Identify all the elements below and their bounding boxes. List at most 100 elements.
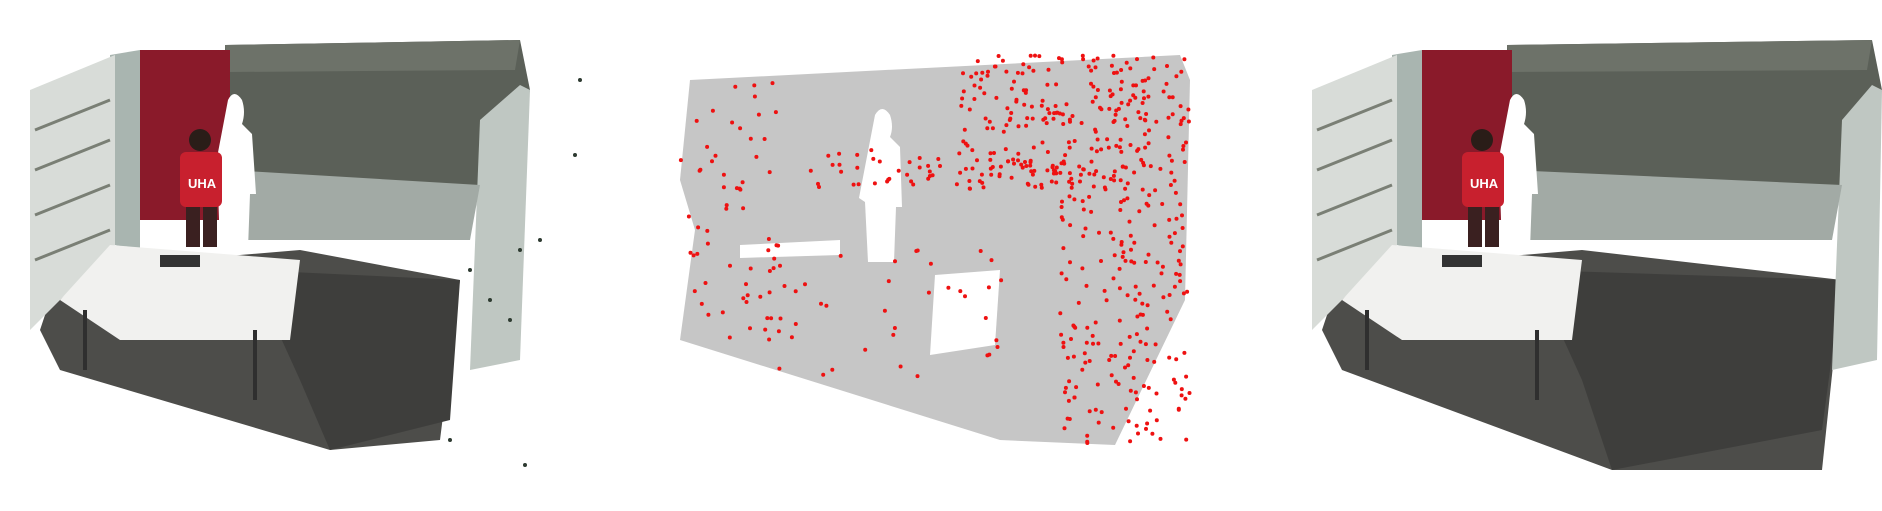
outlier-point [972,97,977,101]
outlier-point [1125,293,1130,298]
left-wall [110,50,140,250]
outlier-point [1095,56,1100,61]
outlier-point [1111,53,1116,58]
outlier-point [1145,358,1150,362]
outlier-point [1167,217,1172,222]
point-cloud-panel-left: UHA [0,0,600,511]
outlier-point [1125,196,1130,201]
outlier-point [1119,68,1124,72]
occlusion-silhouette [1494,94,1538,249]
outlier-point [1044,121,1049,126]
outlier-point [1067,179,1072,184]
outlier-point [1099,410,1104,415]
outlier-point [1183,396,1188,401]
outlier-point [1059,271,1064,276]
outlier-point [1009,175,1014,180]
gray-point-cloud-scene [678,53,1192,445]
outlier-point [710,108,715,113]
outlier-point [996,54,1001,58]
outlier-point [1082,351,1087,356]
outlier-point [1040,140,1045,145]
outlier-point [1140,187,1145,192]
outlier-point [1096,341,1101,346]
outlier-point [1169,170,1174,175]
outlier-point [988,151,993,156]
outlier-point [1117,318,1122,323]
outlier-point [1095,137,1100,142]
outlier-point [705,228,710,233]
outlier-point [724,206,729,211]
point-cloud-panel-middle [660,0,1260,511]
outlier-point [1146,252,1151,257]
outlier-point [1152,223,1157,228]
outlier-point [1146,94,1151,99]
outlier-point [1004,69,1009,74]
outlier-point [967,186,972,191]
outlier-point [1061,246,1066,251]
outlier-point [915,374,920,379]
outlier-point [1171,377,1176,382]
outlier-point [1078,179,1082,184]
outlier-point [891,332,896,337]
outlier-point [727,335,732,340]
outlier-point [1029,169,1034,174]
outlier-point [1127,219,1132,224]
outlier-point [1140,101,1145,105]
outlier-point [1087,409,1092,414]
outlier-point [909,179,914,184]
outlier-point [1143,145,1148,150]
outlier-point [1143,118,1148,123]
outlier-point [1001,129,1006,134]
outlier-point [1067,417,1072,421]
outlier-point [999,278,1004,283]
outlier-point [1000,58,1005,63]
outlier-point [1020,165,1025,170]
outlier-point [1053,104,1058,108]
outlier-point [1039,103,1044,108]
outlier-point [1061,345,1066,349]
outlier-point [1104,298,1109,303]
outlier-point [773,110,778,115]
outlier-point [1128,439,1133,444]
outlier-point [1141,163,1146,168]
outlier-point [1059,332,1064,337]
outlier-point [756,112,761,117]
outlier-point [1176,258,1181,263]
outlier-point [1181,144,1186,148]
outlier-point [1060,112,1065,117]
outlier-point [1170,95,1175,100]
outlier-point [1080,53,1085,58]
outlier-point [1054,165,1059,170]
outlier-point [733,84,738,89]
outlier-point [1043,116,1048,121]
outlier-point [738,187,743,192]
outlier-point [1160,202,1165,206]
outlier-point [1112,178,1117,183]
occlusion-silhouette [859,109,902,262]
outlier-point [817,185,821,189]
outlier-point [1093,407,1098,412]
outlier-point [752,94,757,99]
outlier-point [1019,162,1024,167]
outlier-point [1119,79,1124,84]
outlier-point [1093,95,1098,100]
outlier-point [1136,147,1141,152]
outlier-point [1069,337,1073,341]
outlier-point [1148,164,1153,169]
outlier-point [1091,341,1095,346]
outlier-point [1181,291,1186,296]
outlier-point [1033,53,1037,58]
outlier-point [1119,149,1124,154]
outlier-point [1125,124,1130,128]
outlier-point [1007,118,1012,122]
outlier-point [748,266,753,271]
outlier-point [1138,312,1143,317]
outlier-point [851,182,856,187]
outlier-point [1118,87,1123,92]
outlier-point [958,170,963,175]
outlier-point [1132,170,1137,175]
outlier-point [1185,289,1190,294]
outlier-point [748,136,753,141]
outlier-point [1028,53,1033,58]
outlier-point [770,81,775,86]
